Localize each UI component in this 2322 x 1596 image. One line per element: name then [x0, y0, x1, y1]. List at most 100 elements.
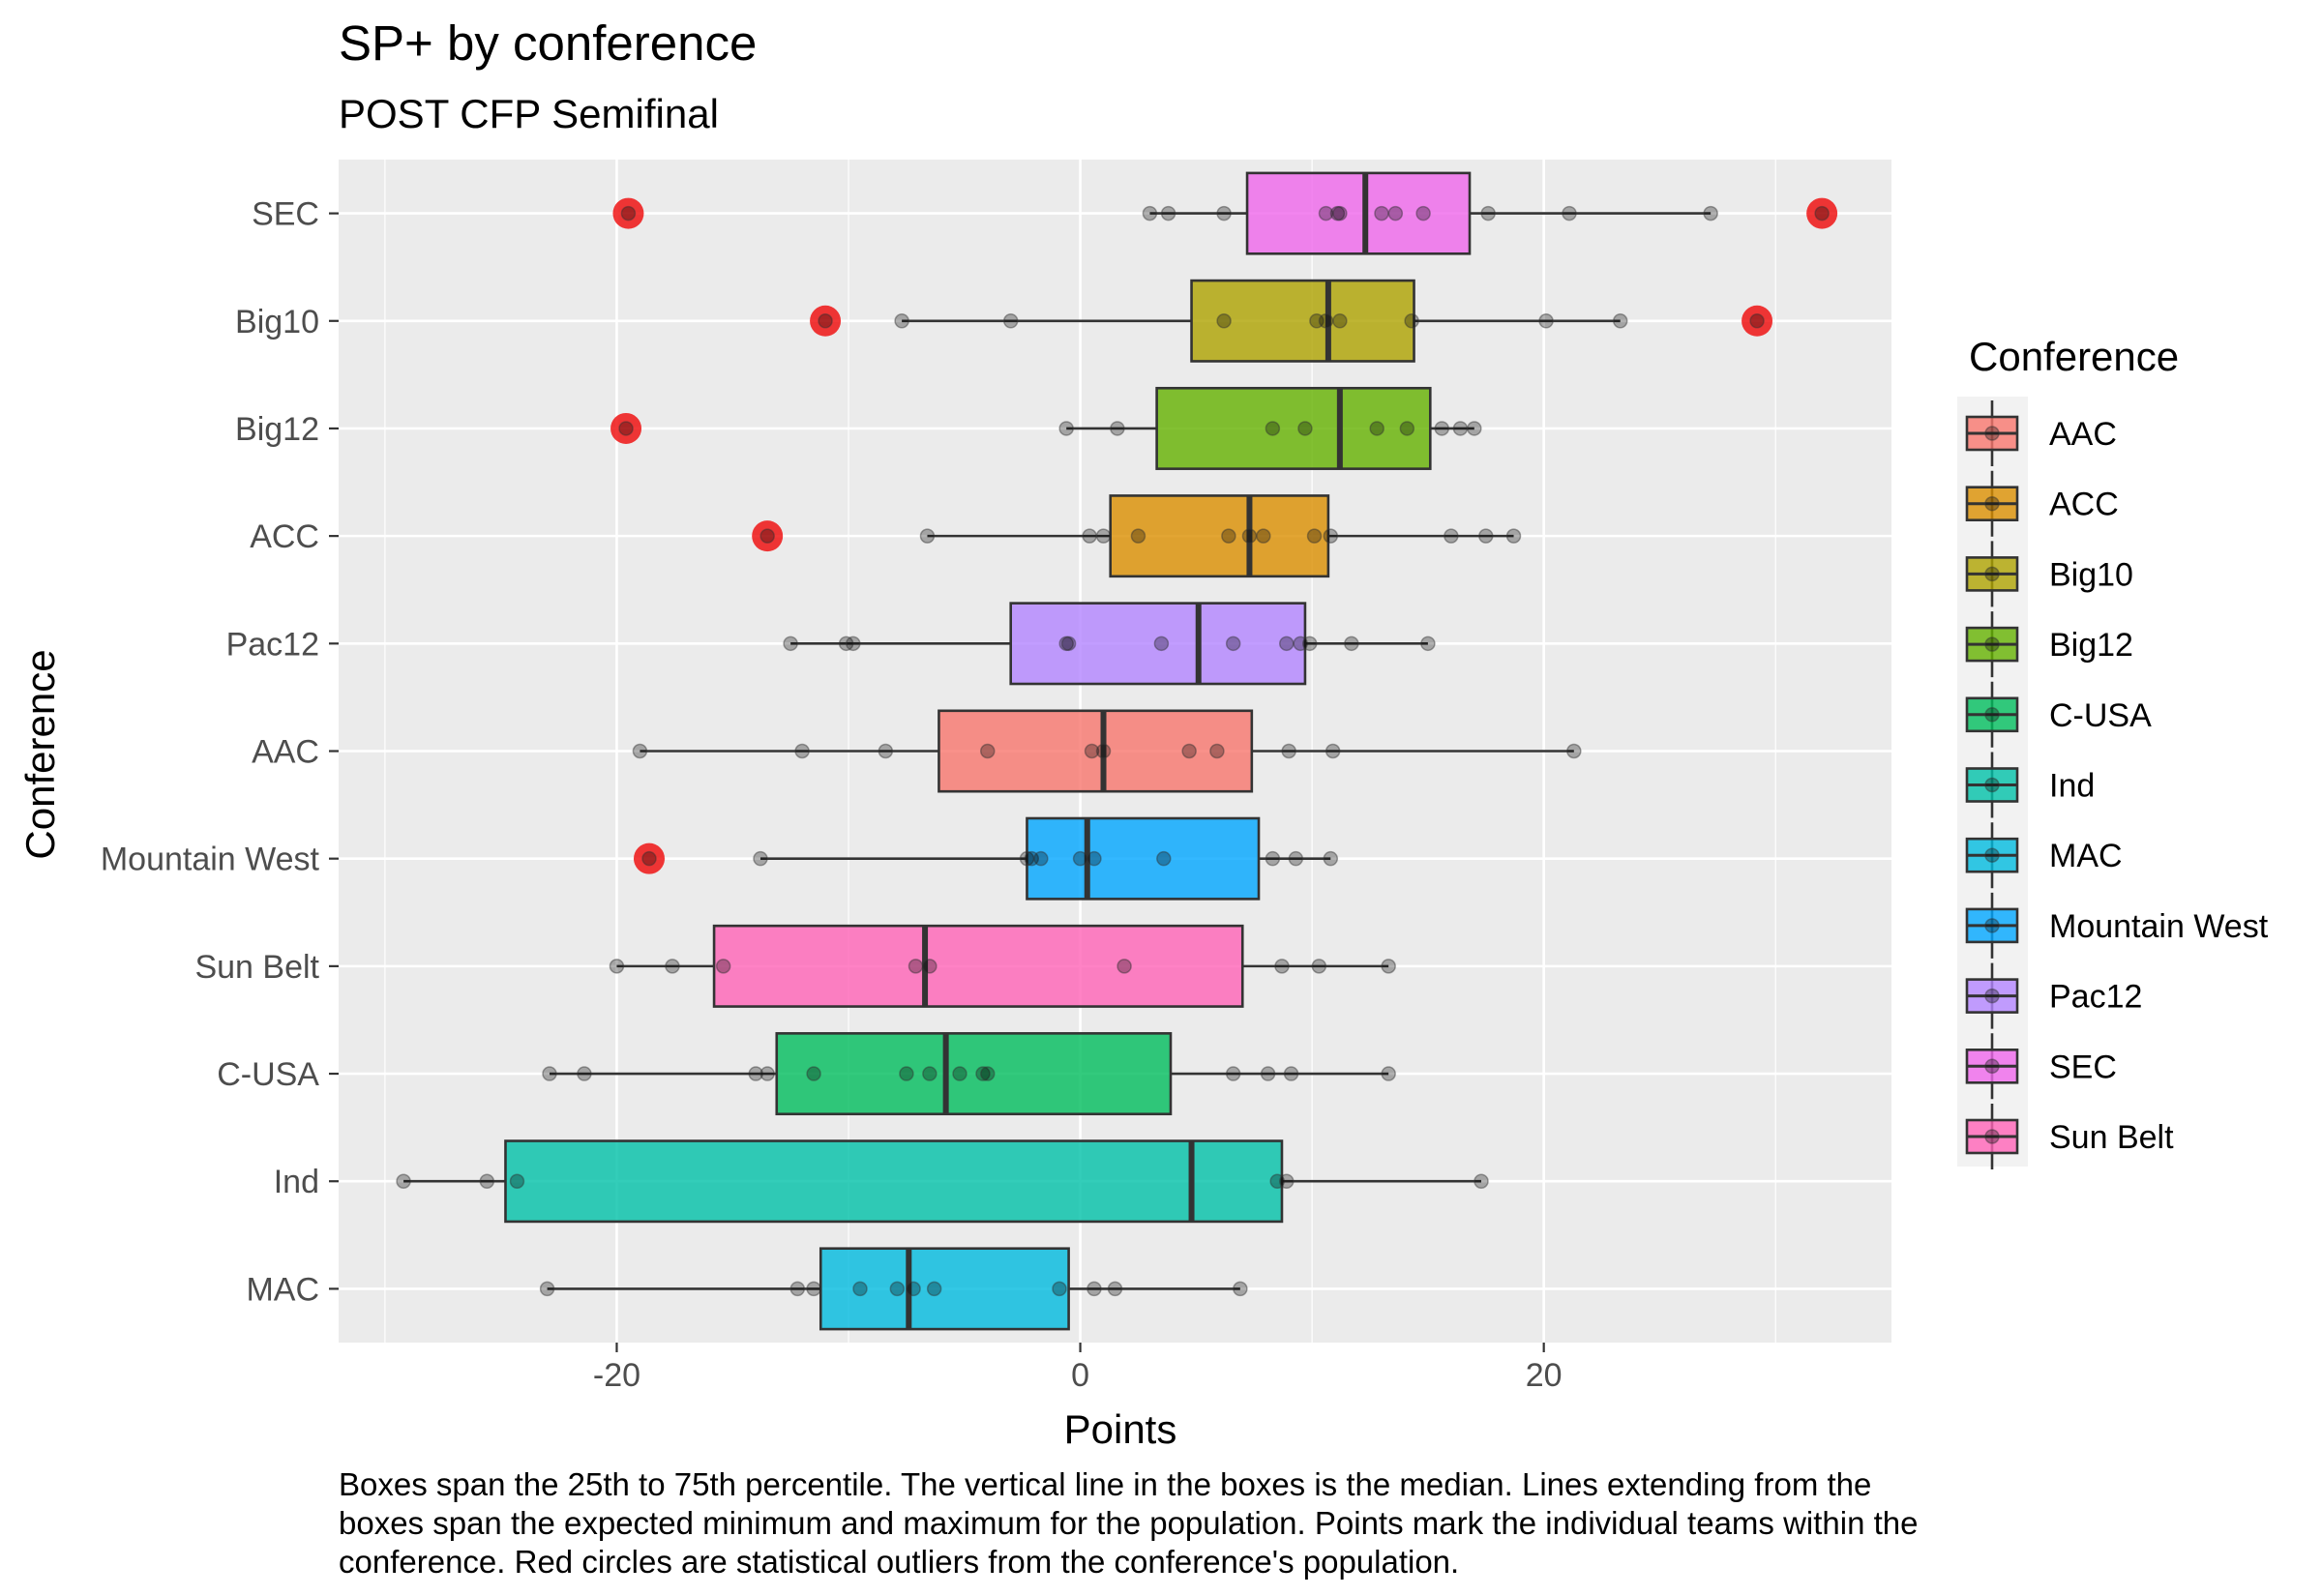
- team-point: [748, 1066, 763, 1081]
- team-point: [1474, 1173, 1489, 1189]
- team-point: [1060, 635, 1077, 652]
- legend-label: Mountain West: [2049, 908, 2269, 945]
- team-point: [1033, 850, 1049, 867]
- chart-caption: Boxes span the 25th to 75th percentile. …: [339, 1465, 2177, 1581]
- legend-point: [1984, 777, 2000, 793]
- team-point: [1309, 313, 1325, 329]
- y-tick-label: Pac12: [226, 626, 319, 663]
- team-point: [1209, 743, 1225, 759]
- box: [775, 1032, 1173, 1116]
- team-point: [922, 959, 938, 974]
- legend-label: SEC: [2049, 1049, 2117, 1085]
- legend-item-acc: ACC: [1965, 470, 2119, 537]
- chart-subtitle: POST CFP Semifinal: [339, 91, 719, 136]
- legend-item-c-usa: C-USA: [1965, 681, 2152, 748]
- team-point: [1318, 205, 1334, 222]
- team-point: [1110, 421, 1125, 436]
- team-point: [1058, 635, 1074, 652]
- legend-label: C-USA: [2049, 697, 2152, 734]
- legend-label: AAC: [2049, 416, 2117, 453]
- boxplot-sec: [612, 171, 1838, 255]
- caption-line-2: boxes span the expected minimum and maxi…: [339, 1505, 1919, 1541]
- team-point: [789, 1281, 806, 1297]
- outlier-point: [610, 412, 642, 444]
- y-axis: SEC Big10 Big12 ACC Pac12 AAC Mountain West Sun…: [101, 196, 339, 1308]
- x-tick-label: -20: [593, 1357, 640, 1394]
- legend-point: [1984, 918, 2000, 933]
- team-point: [1480, 205, 1496, 222]
- team-point: [1269, 1173, 1285, 1189]
- team-point: [1181, 743, 1197, 759]
- team-point: [1374, 205, 1389, 222]
- legend: AAC ACC Big10 Big12 C-USA Ind MAC Mountain West…: [1957, 397, 2269, 1169]
- team-point: [1387, 205, 1404, 222]
- team-point: [889, 1281, 906, 1297]
- y-tick-label: ACC: [250, 518, 319, 555]
- team-point: [1332, 205, 1348, 222]
- box: [1026, 816, 1261, 901]
- team-point: [1323, 850, 1339, 867]
- team-point: [1467, 421, 1482, 436]
- y-tick-label: Mountain West: [101, 842, 320, 878]
- legend-label: ACC: [2049, 487, 2119, 523]
- team-point: [542, 1066, 557, 1081]
- team-point: [1311, 959, 1327, 974]
- team-point: [1279, 1173, 1295, 1189]
- box: [1009, 602, 1307, 686]
- team-point: [539, 1281, 555, 1297]
- team-point: [1156, 850, 1172, 867]
- team-point: [926, 1281, 942, 1297]
- team-point: [1084, 743, 1100, 759]
- team-point: [1153, 635, 1170, 652]
- team-point: [1241, 528, 1258, 544]
- team-point: [979, 1066, 996, 1081]
- boxplot-big12: [610, 386, 1482, 470]
- y-tick-label: Ind: [274, 1164, 319, 1200]
- box: [1190, 279, 1415, 363]
- team-point: [794, 743, 810, 759]
- team-point: [1052, 1281, 1067, 1297]
- boxplot-big10: [810, 279, 1773, 363]
- outlier-point: [634, 842, 665, 874]
- plot-area: [339, 160, 1891, 1343]
- boxplot-c-usa: [542, 1032, 1396, 1116]
- legend-label: Sun Belt: [2049, 1119, 2174, 1156]
- team-point: [1095, 743, 1112, 759]
- team-point: [1082, 528, 1097, 544]
- x-tick-label: 0: [1071, 1357, 1089, 1394]
- legend-point: [1984, 566, 2000, 582]
- legend-point: [1984, 1129, 2000, 1144]
- y-tick-label: AAC: [252, 734, 319, 771]
- team-point: [852, 1281, 868, 1297]
- team-point: [1058, 421, 1074, 436]
- team-point: [1434, 421, 1450, 436]
- legend-item-ind: Ind: [1965, 752, 2095, 818]
- legend-label: Big12: [2049, 627, 2133, 664]
- team-point: [878, 743, 894, 759]
- team-point: [818, 313, 833, 329]
- team-point: [1444, 528, 1459, 544]
- team-point: [1279, 635, 1295, 652]
- chart-title: SP+ by conference: [339, 15, 757, 71]
- team-point: [1283, 1066, 1299, 1081]
- team-point: [1404, 313, 1419, 329]
- team-point: [1116, 959, 1132, 974]
- team-point: [952, 1066, 968, 1081]
- team-point: [806, 1281, 821, 1297]
- team-point: [479, 1173, 495, 1189]
- team-point: [1562, 205, 1577, 222]
- team-point: [783, 635, 798, 652]
- team-point: [620, 205, 637, 222]
- team-point: [1420, 635, 1436, 652]
- boxplot-mac: [539, 1247, 1248, 1331]
- legend-item-pac12: Pac12: [1965, 962, 2142, 1029]
- team-point: [1505, 528, 1522, 544]
- team-point: [618, 421, 634, 436]
- outlier-point: [1742, 305, 1773, 337]
- y-tick-label: Sun Belt: [194, 949, 319, 986]
- y-tick-label: Big12: [235, 411, 319, 448]
- team-point: [577, 1066, 592, 1081]
- box: [938, 709, 1254, 793]
- team-point: [1415, 205, 1431, 222]
- team-point: [908, 959, 924, 974]
